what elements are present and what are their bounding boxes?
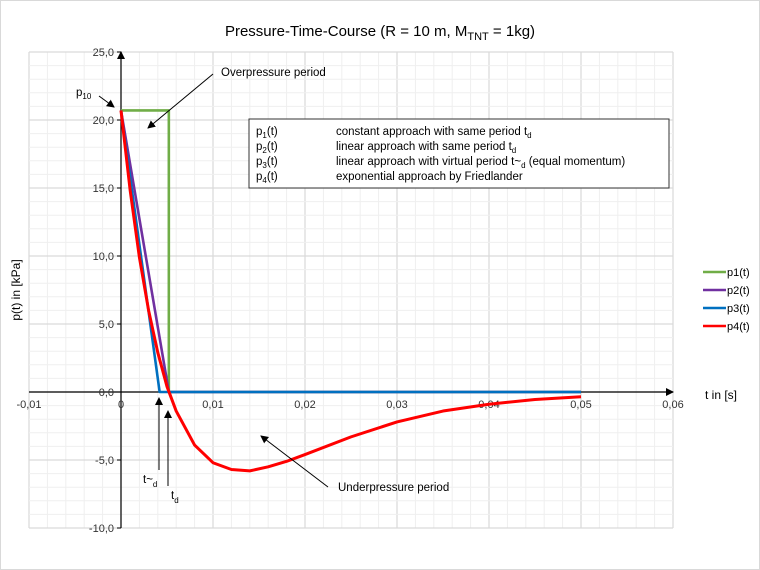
y-axis-label: p(t) in [kPa]: [9, 259, 23, 320]
description-text: linear approach with same period td: [336, 141, 516, 155]
x-tick-label: -0,01: [16, 399, 41, 411]
description-box: p1(t) constant approach with same period …: [248, 118, 670, 189]
legend-label: p4(t): [727, 321, 750, 333]
x-tick-label: 0,03: [386, 399, 407, 411]
grid: [28, 51, 674, 529]
series-line-p3t: [119, 110, 581, 394]
series-line-p4t: [119, 110, 582, 473]
p10-arrow: [98, 95, 115, 108]
underpressure-arrow: [260, 435, 329, 488]
description-text: linear approach with virtual period t~d …: [336, 156, 625, 170]
legend: p1(t) p2(t) p3(t) p4(t): [703, 267, 750, 333]
x-axis-label: t in [s]: [705, 388, 737, 402]
legend-label: p1(t): [727, 267, 750, 279]
y-tick-label: 20,0: [93, 115, 114, 127]
x-tick-label: 0,02: [294, 399, 315, 411]
y-tick-label: -5,0: [95, 455, 114, 467]
x-tick-label: 0,05: [570, 399, 591, 411]
legend-label: p3(t): [727, 303, 750, 315]
description-text: exponential approach by Friedlander: [336, 171, 523, 183]
t-virtual-label: t~d: [143, 474, 157, 489]
description-text: constant approach with same period td: [336, 126, 532, 140]
description-label: p1(t): [256, 126, 278, 140]
description-label: p4(t): [256, 171, 278, 185]
td-label: td: [171, 490, 179, 505]
series-group: [119, 109, 582, 473]
chart-title: Pressure-Time-Course (R = 10 m, MTNT = 1…: [225, 23, 535, 43]
overpressure-arrow: [147, 73, 214, 129]
description-label: p2(t): [256, 141, 278, 155]
x-tick-label: 0,06: [662, 399, 683, 411]
y-tick-label: 15,0: [93, 183, 114, 195]
y-tick-label: 5,0: [99, 319, 114, 331]
underpressure-label: Underpressure period: [338, 482, 449, 494]
y-tick-label: 0,0: [99, 387, 114, 399]
p10-label: p10: [76, 87, 92, 101]
x-tick-label: 0: [118, 399, 124, 411]
y-tick-label: 10,0: [93, 251, 114, 263]
y-tick-label: -10,0: [89, 523, 114, 535]
x-tick-label: 0,01: [202, 399, 223, 411]
legend-label: p2(t): [727, 285, 750, 297]
description-label: p3(t): [256, 156, 278, 170]
y-tick-label: 25,0: [93, 47, 114, 59]
overpressure-label: Overpressure period: [221, 67, 326, 79]
